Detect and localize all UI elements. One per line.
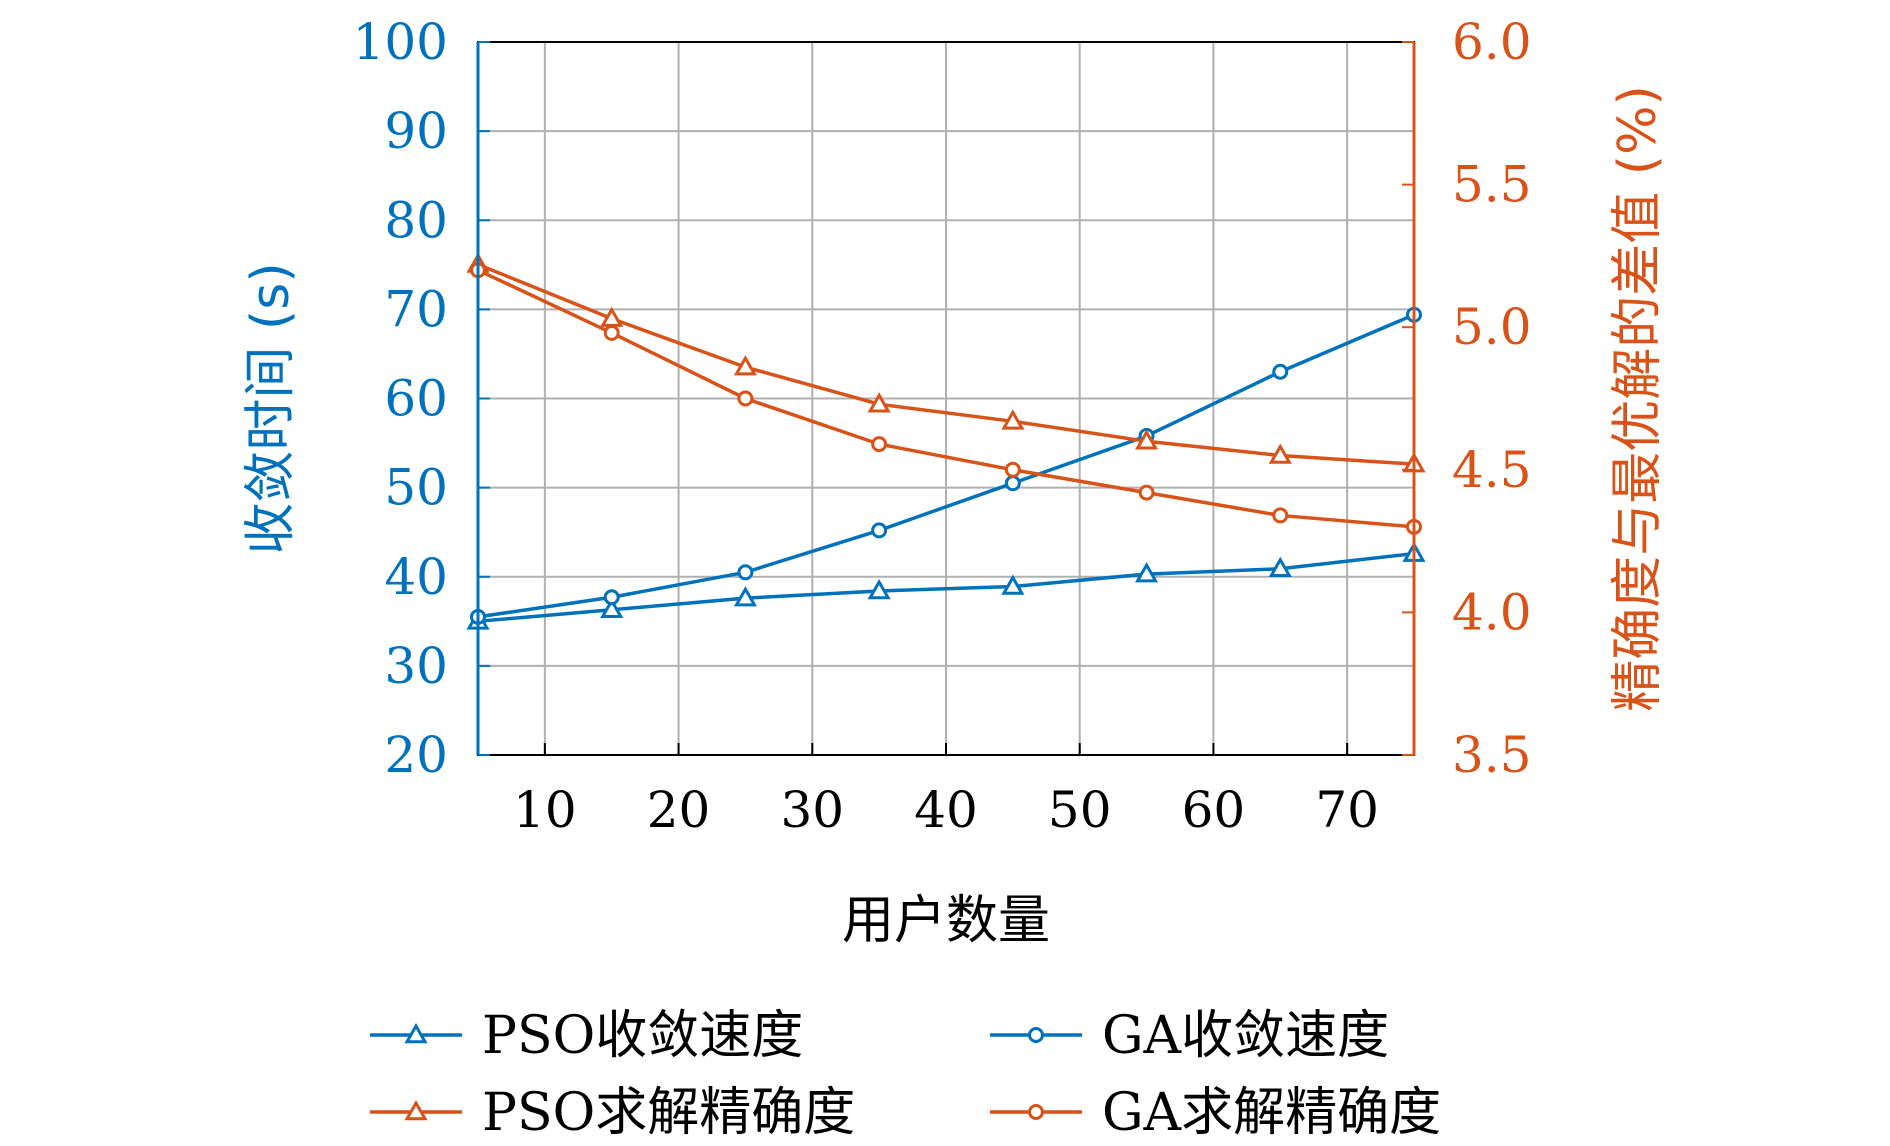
right-tick-label-4.0: 4.0 [1452,583,1532,641]
left-tick-label-60: 60 [384,370,448,428]
x-tick-label-70: 70 [1315,781,1379,839]
series-2 [470,306,1422,625]
legend-label-4: GA求解精确度 [1102,1083,1441,1143]
x-tick-label-60: 60 [1182,781,1246,839]
legend-swatch-marker-2 [1028,1027,1044,1043]
series-1-point-4 [867,578,891,600]
tick-labels: 10 20 30 40 50 60 70 20 30 40 50 60 70 80 90 100 3.5 4.0 4… [353,13,1532,839]
series-3-point-5 [1001,409,1025,430]
left-tick-label-90: 90 [384,102,448,160]
series-4-point-4 [871,436,888,453]
right-tick-label-5.0: 5.0 [1452,298,1532,356]
series-3-point-4 [867,392,891,413]
right-tick-label-6.0: 6.0 [1452,13,1532,71]
x-tick-label-50: 50 [1048,781,1112,839]
series-layer [466,252,1426,630]
legend-item-3: PSO求解精确度 [370,1083,855,1143]
series-2-point-2 [603,589,620,606]
x-axis-title: 用户数量 [842,891,1050,951]
series-3-point-6 [1134,429,1159,450]
series-1-line [477,551,1415,624]
legend-swatch-marker-3 [404,1099,428,1121]
left-tick-label-40: 40 [384,548,448,606]
series-4-point-6 [1138,484,1155,501]
series-2-point-7 [1272,363,1289,380]
series-1-point-2 [600,597,624,618]
left-tick-label-100: 100 [353,13,448,71]
legend: PSO收敛速度 GA收敛速度 PSO求解精确度 GA求解精确度 [370,1006,1441,1143]
series-4-point-7 [1272,507,1289,524]
left-tick-label-30: 30 [384,637,448,695]
right-tick-label-5.5: 5.5 [1452,156,1532,214]
left-tick-label-20: 20 [384,726,448,784]
right-tick-label-3.5: 3.5 [1452,726,1532,784]
series-2-point-3 [737,564,754,581]
series-4-point-3 [737,390,754,407]
left-tick-label-80: 80 [384,191,448,249]
series-1-point-7 [1268,556,1292,577]
left-y-axis-title: 收敛时间 (s) [241,262,301,554]
series-3-point-7 [1268,443,1292,464]
right-tick-label-4.5: 4.5 [1452,441,1532,499]
series-4-point-5 [1004,461,1021,478]
series-1-point-3 [733,586,758,607]
legend-swatch-marker-4 [1028,1104,1044,1120]
grid [478,42,1414,755]
series-1-point-5 [1001,574,1025,595]
series-2-point-5 [1004,475,1021,492]
legend-item-1: PSO收敛速度 [370,1006,803,1066]
series-3-point-3 [733,355,758,376]
series-1-point-6 [1134,562,1159,583]
left-tick-label-50: 50 [384,459,448,517]
x-tick-label-10: 10 [513,781,577,839]
right-y-axis-title: 精确度与最优解的差值 (%) [1608,85,1668,712]
legend-label-3: PSO求解精确度 [482,1083,855,1143]
legend-label-1: PSO收敛速度 [482,1006,803,1066]
ticks [478,41,1414,756]
legend-item-2: GA收敛速度 [990,1006,1389,1066]
series-3-line [477,262,1415,466]
series-4-point-2 [603,324,620,341]
legend-label-2: GA收敛速度 [1102,1006,1389,1066]
legend-swatch-marker-1 [404,1022,428,1044]
legend-item-4: GA求解精确度 [990,1083,1441,1143]
x-tick-label-20: 20 [647,781,711,839]
x-tick-label-30: 30 [780,781,844,839]
left-tick-label-70: 70 [384,280,448,338]
x-tick-label-40: 40 [914,781,978,839]
series-4-line [477,268,1415,529]
series-2-line [477,313,1415,619]
series-2-point-4 [871,522,888,539]
